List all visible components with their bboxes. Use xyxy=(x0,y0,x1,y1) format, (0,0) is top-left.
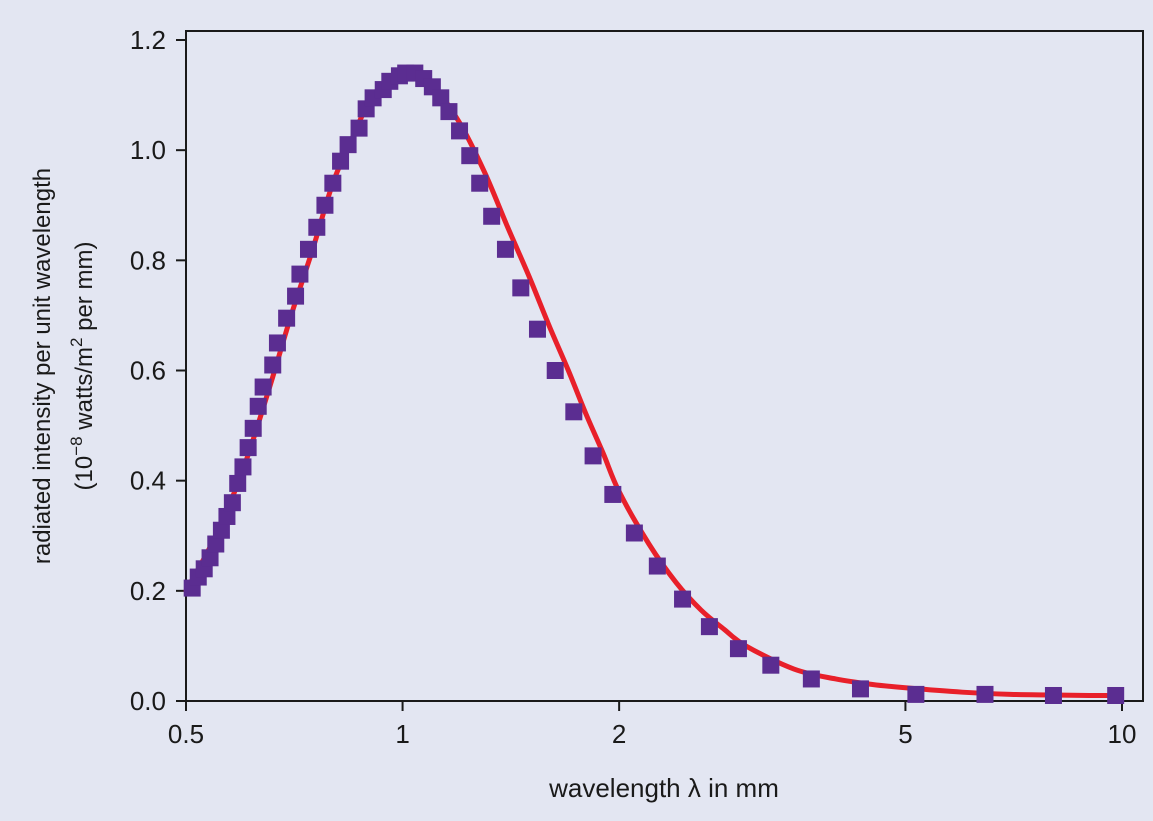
data-point xyxy=(546,362,564,379)
data-point xyxy=(218,507,236,525)
data-point xyxy=(483,207,501,225)
x-axis-ticks: 0.5 1 2 5 10 xyxy=(168,701,1137,749)
y-tick-label: 0.8 xyxy=(130,245,166,275)
data-markers-layer xyxy=(183,64,1125,704)
data-point xyxy=(907,685,925,703)
data-point xyxy=(451,122,469,140)
data-point xyxy=(299,240,317,258)
data-point xyxy=(565,403,583,421)
y-axis-ticks: 0.0 0.2 0.4 0.6 0.8 1.0 1.2 xyxy=(130,25,186,716)
data-point xyxy=(584,447,602,465)
x-tick-label: 0.5 xyxy=(168,719,204,749)
plot-area xyxy=(185,30,1144,702)
data-point xyxy=(308,218,326,236)
data-point xyxy=(1107,686,1125,704)
data-point xyxy=(254,378,272,396)
data-point xyxy=(332,152,350,170)
data-point xyxy=(339,136,357,154)
data-point xyxy=(851,680,869,698)
data-point xyxy=(291,265,309,283)
y-axis-label-prefix: (10 xyxy=(71,456,98,491)
data-point xyxy=(268,334,286,352)
y-axis-label-line2: (10−8 watts/m2 per mm) xyxy=(67,242,98,491)
data-point xyxy=(496,240,514,258)
y-tick-label: 1.2 xyxy=(130,25,166,55)
data-point xyxy=(212,521,230,539)
y-axis-label-units: watts/m xyxy=(71,347,98,436)
data-point xyxy=(432,89,450,107)
data-point xyxy=(512,279,530,297)
y-tick-label: 0.2 xyxy=(130,576,166,606)
data-point xyxy=(976,685,994,703)
data-point xyxy=(625,524,643,542)
data-point xyxy=(287,287,305,305)
data-point xyxy=(440,103,458,121)
data-point xyxy=(604,485,622,503)
y-axis-label: radiated intensity per unit wavelength (… xyxy=(29,168,98,564)
data-point xyxy=(729,640,747,658)
data-point xyxy=(207,535,225,553)
data-point xyxy=(802,670,820,688)
x-tick-label: 10 xyxy=(1108,719,1137,749)
data-point xyxy=(316,196,334,214)
x-tick-label: 1 xyxy=(395,719,409,749)
data-point xyxy=(229,474,247,492)
y-tick-label: 0.4 xyxy=(130,466,166,496)
data-point xyxy=(324,174,342,192)
y-tick-label: 0.6 xyxy=(130,356,166,386)
data-point xyxy=(223,494,241,512)
data-point xyxy=(700,618,718,636)
data-point xyxy=(249,397,267,415)
data-point xyxy=(244,419,262,437)
data-point xyxy=(461,147,479,165)
data-point xyxy=(762,656,780,674)
data-point xyxy=(1044,686,1062,704)
x-tick-label: 2 xyxy=(612,719,626,749)
data-point xyxy=(264,356,282,374)
x-axis-label: wavelength λ in mm xyxy=(548,773,779,803)
y-axis-label-line1: radiated intensity per unit wavelength xyxy=(29,168,56,564)
x-tick-label: 5 xyxy=(898,719,912,749)
data-point xyxy=(239,439,257,457)
y-axis-label-exponent: −8 xyxy=(67,436,86,455)
y-tick-label: 0.0 xyxy=(130,686,166,716)
data-point xyxy=(278,309,296,327)
data-point xyxy=(471,174,489,192)
y-tick-label: 1.0 xyxy=(130,135,166,165)
y-axis-label-exponent2: 2 xyxy=(67,338,86,347)
data-point xyxy=(201,549,219,567)
data-point xyxy=(648,557,666,575)
y-axis-label-suffix: per mm) xyxy=(71,242,98,338)
data-point xyxy=(528,320,546,338)
data-point xyxy=(350,119,368,137)
data-point xyxy=(674,590,692,608)
data-point xyxy=(234,458,252,476)
